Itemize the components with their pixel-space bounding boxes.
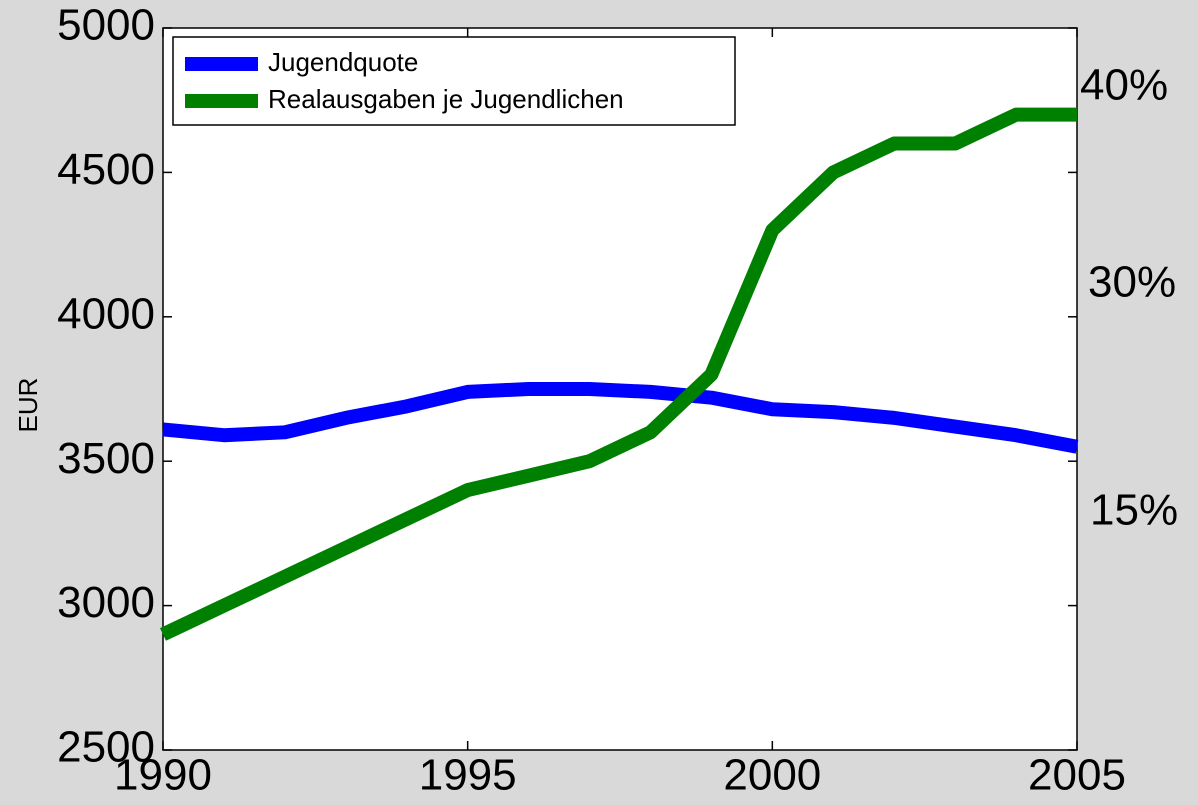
x-tick-label: 2005 — [1028, 751, 1126, 800]
y-tick-label: 3000 — [57, 578, 155, 627]
annotation: 15% — [1090, 486, 1178, 535]
legend-label: Jugendquote — [268, 47, 418, 77]
x-tick-label: 1990 — [114, 751, 212, 800]
line-series — [160, 107, 1077, 641]
y-tick-label: 4000 — [57, 289, 155, 338]
y-tick-label: 3500 — [57, 434, 155, 483]
annotation: 40% — [1080, 61, 1168, 110]
annotation: 30% — [1088, 258, 1176, 307]
y-tick-label: 2500 — [57, 723, 155, 772]
y-tick-label: 4500 — [57, 145, 155, 194]
y-tick-label: 5000 — [57, 1, 155, 50]
line-series — [162, 382, 1079, 454]
legend-label: Realausgaben je Jugendlichen — [268, 84, 624, 114]
x-tick-label: 1995 — [419, 751, 517, 800]
y-axis-label: EUR — [13, 378, 43, 433]
legend — [172, 36, 736, 126]
x-tick-label: 2000 — [723, 751, 821, 800]
